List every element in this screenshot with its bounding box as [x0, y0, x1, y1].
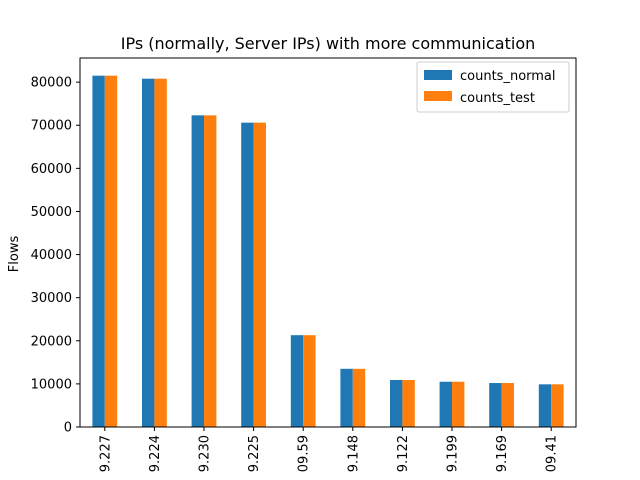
bar-counts-normal-7: [439, 381, 452, 427]
y-tick-label-3: 30000: [31, 291, 72, 306]
axes-frame: [79, 57, 577, 428]
legend-label-counts-normal: counts_normal: [460, 69, 556, 84]
x-tick-label-2: 9.230: [198, 435, 213, 472]
x-tick-label-5: 9.148: [346, 435, 361, 472]
y-tick-label-7: 70000: [31, 119, 72, 134]
bar-counts-test-2: [204, 115, 217, 427]
bar-counts-test-5: [352, 368, 366, 427]
bar-counts-normal-5: [340, 368, 353, 427]
legend: counts_normal counts_test: [416, 61, 570, 113]
x-tick-label-4: 09.59: [297, 435, 312, 472]
bar-counts-test-0: [104, 75, 118, 427]
plot-area: 0 10000 20000 30000 40000 50000 60000 70000 8000…: [31, 57, 577, 472]
bar-counts-test-9: [551, 384, 564, 427]
x-tick-label-8: 9.169: [495, 435, 510, 472]
legend-swatch-counts-test: [424, 91, 452, 101]
y-tick-label-6: 60000: [31, 162, 72, 177]
bar-counts-normal-6: [390, 380, 403, 427]
legend-label-counts-test: counts_test: [460, 91, 535, 106]
x-tick-label-0: 9.227: [98, 435, 113, 472]
bar-counts-normal-4: [290, 335, 304, 427]
bar-counts-test-7: [452, 381, 465, 427]
y-tick-label-5: 50000: [31, 205, 72, 220]
x-tick-label-7: 9.199: [446, 435, 461, 472]
bar-counts-test-8: [501, 383, 514, 427]
bar-counts-test-6: [402, 380, 415, 427]
bar-counts-test-1: [154, 78, 167, 427]
y-axis-label: Flows: [7, 236, 22, 273]
y-tick-label-4: 40000: [31, 248, 72, 263]
y-tick-label-2: 20000: [31, 334, 72, 349]
bar-counts-normal-9: [538, 384, 552, 427]
bar-counts-test-4: [303, 335, 316, 427]
bar-counts-normal-3: [241, 122, 254, 427]
y-tick-label-8: 80000: [31, 76, 72, 91]
bar-counts-normal-8: [489, 383, 502, 427]
legend-swatch-counts-normal: [424, 70, 452, 80]
x-tick-label-1: 9.224: [148, 435, 163, 472]
y-tick-label-0: 0: [64, 421, 72, 436]
bar-counts-normal-2: [191, 115, 204, 427]
bar-counts-normal-0: [92, 75, 105, 427]
chart-title: IPs (normally, Server IPs) with more com…: [121, 34, 536, 53]
x-tick-label-9: 09.41: [545, 435, 560, 472]
legend-box: [416, 61, 570, 113]
y-tick-label-1: 10000: [31, 377, 72, 392]
bar-counts-test-3: [253, 122, 266, 427]
bar-counts-normal-1: [142, 78, 155, 427]
x-tick-label-6: 9.122: [396, 435, 411, 472]
x-tick-label-3: 9.225: [247, 435, 262, 472]
